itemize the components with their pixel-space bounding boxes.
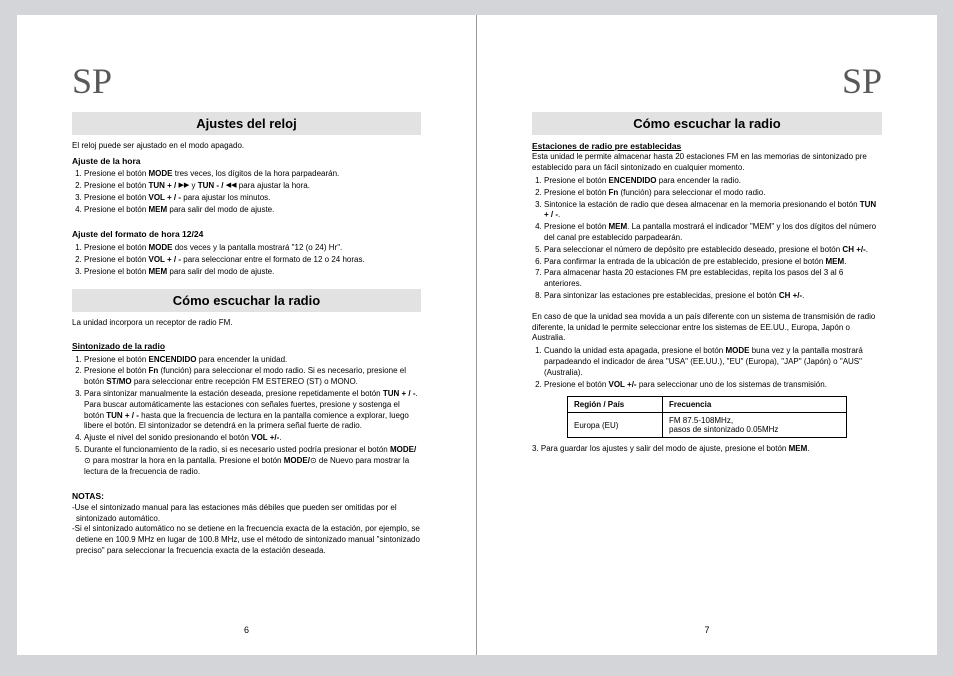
list-item: Presione el botón Fn (función) para sele… [84,366,421,388]
document-sheet: SP Ajustes del reloj El reloj puede ser … [17,15,937,655]
list-item: Para sintonizar manualmente la estación … [84,389,421,432]
list-item: Presione el botón Fn (función) para sele… [544,188,882,199]
sub-preset: Estaciones de radio pre establecidas [532,141,882,152]
lang-marker-right: SP [532,60,882,102]
region-table: Región / País Frecuencia Europa (EU) FM … [567,396,847,438]
nota-1: -Use el sintonizado manual para las esta… [76,503,421,525]
list-item: Presione el botón ENCENDIDO para encende… [544,176,882,187]
format-steps: Presione el botón MODE dos veces y la pa… [72,243,421,277]
page-number-right: 7 [477,625,937,635]
list-item: Presione el botón ENCENDIDO para encende… [84,355,421,366]
list-item: Para confirmar la entrada de la ubicació… [544,257,882,268]
list-item: Durante el funcionamiento de la radio, s… [84,445,421,477]
td-freq: FM 87.5-108MHz, pasos de sintonizado 0.0… [663,413,847,438]
list-item: Para sintonizar las estaciones pre estab… [544,291,882,302]
list-item: Presione el botón TUN + / ▶▶ y TUN - / ◀… [84,181,421,192]
radio-intro: La unidad incorpora un receptor de radio… [72,318,421,329]
clock-steps: Presione el botón MODE tres veces, los d… [72,169,421,215]
list-item: Sintonice la estación de radio que desea… [544,200,882,222]
sub-formato: Ajuste del formato de hora 12/24 [72,229,421,240]
notas-label: NOTAS: [72,491,421,502]
page-number-left: 6 [17,625,476,635]
list-item: Presione el botón MEM para salir del mod… [84,205,421,216]
section-radio-title-right: Cómo escuchar la radio [532,112,882,135]
th-region: Región / País [568,397,663,413]
region-step3: 3. Para guardar los ajustes y salir del … [532,444,882,455]
section-clock-title: Ajustes del reloj [72,112,421,135]
list-item: Presione el botón MODE dos veces y la pa… [84,243,421,254]
list-item: Para almacenar hasta 20 estaciones FM pr… [544,268,882,290]
sub-ajuste-hora: Ajuste de la hora [72,156,421,167]
list-item: Presione el botón MODE tres veces, los d… [84,169,421,180]
list-item: Presione el botón VOL + / - para ajustar… [84,193,421,204]
list-item: Presione el botón MEM. La pantalla mostr… [544,222,882,244]
td-region: Europa (EU) [568,413,663,438]
lang-marker-left: SP [72,60,421,102]
list-item: Presione el botón MEM para salir del mod… [84,267,421,278]
list-item: Ajuste el nivel del sonido presionando e… [84,433,421,444]
preset-steps: Presione el botón ENCENDIDO para encende… [532,176,882,302]
preset-intro: Esta unidad le permite almacenar hasta 2… [532,152,882,174]
list-item: Presione el botón VOL + / - para selecci… [84,255,421,266]
tuning-steps: Presione el botón ENCENDIDO para encende… [72,355,421,478]
section-radio-title-left: Cómo escuchar la radio [72,289,421,312]
list-item: Presione el botón VOL +/- para seleccion… [544,380,882,391]
th-freq: Frecuencia [663,397,847,413]
page-left: SP Ajustes del reloj El reloj puede ser … [17,15,477,655]
nota-2: -Si el sintonizado automático no se deti… [76,524,421,556]
list-item: Cuando la unidad esta apagada, presione … [544,346,882,378]
region-steps: Cuando la unidad esta apagada, presione … [532,346,882,390]
sub-sintonizado: Sintonizado de la radio [72,341,421,352]
page-right: SP Cómo escuchar la radio Estaciones de … [477,15,937,655]
clock-intro: El reloj puede ser ajustado en el modo a… [72,141,421,152]
list-item: Para seleccionar el número de depósito p… [544,245,882,256]
region-para: En caso de que la unidad sea movida a un… [532,312,882,344]
